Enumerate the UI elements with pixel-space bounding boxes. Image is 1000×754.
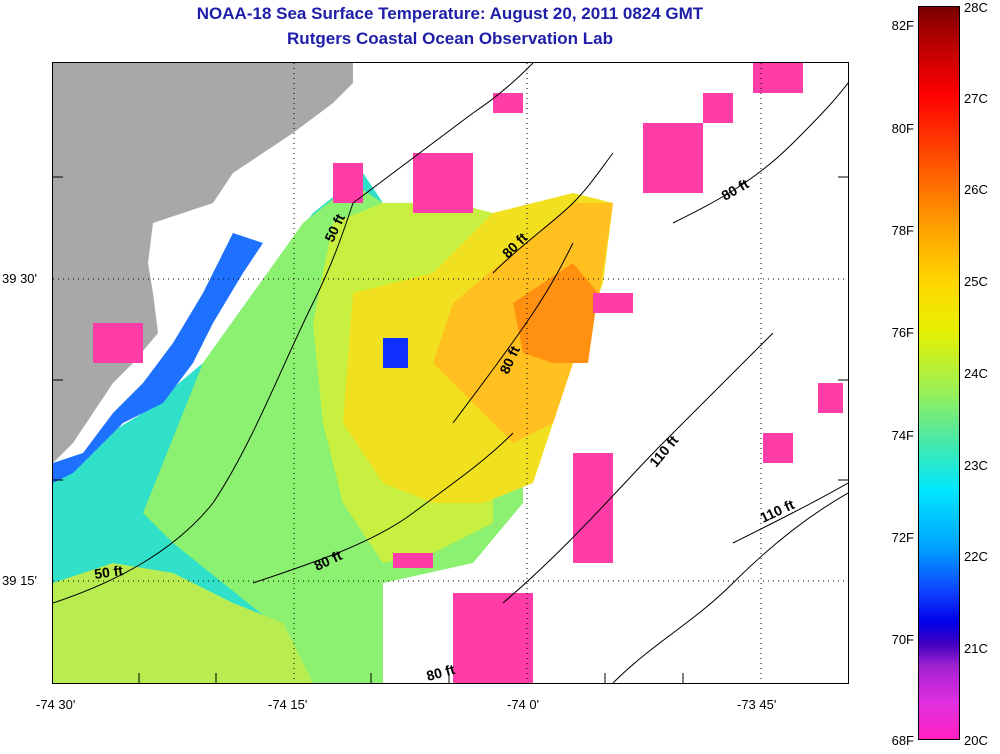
contour-label: 50 ft [93,562,124,582]
sst-region-coastal-blue [53,233,263,483]
contour-110ft-east [732,482,848,544]
contour-80ft-east [672,82,848,224]
colorbar-fahrenheit-label: 70F [891,632,914,647]
longitude-label: -74 15' [268,697,308,712]
sst-region-sw-yellowgreen [53,563,313,683]
cloud-block [643,123,703,193]
latitude-label: 39 30' [2,271,38,286]
colorbar-celsius-label: 26C [964,182,988,197]
cloud-block [453,593,533,683]
colorbar-celsius-label: 25C [964,274,988,289]
contour-80ft-mid [492,152,614,274]
cloud-block [593,293,633,313]
contour-offshore [612,492,848,683]
edge-ticks [53,176,848,683]
temperature-colorbar [918,6,960,740]
contour-110ft-mid [502,332,774,604]
cloud-block [413,153,473,213]
longitude-label: -73 45' [737,697,777,712]
sst-map-canvas: 50 ft 80 ft 80 ft 80 ft 110 ft 110 ft 50… [53,63,848,683]
colorbar-celsius-label: 23C [964,458,988,473]
map-subtitle: Rutgers Coastal Ocean Observation Lab [287,29,613,48]
colorbar-fahrenheit-label: 82F [891,18,914,33]
longitude-label: -74 0' [507,697,540,712]
cloud-block [333,163,363,203]
colorbar-celsius-label: 27C [964,91,988,106]
colorbar-fahrenheit-label: 74F [891,428,914,443]
cloud-block [818,383,843,413]
cloud-block [573,453,613,563]
cloud-block [393,553,433,568]
colorbar-celsius-label: 24C [964,366,988,381]
contour-80ft-central [452,242,574,424]
colorbar-fahrenheit-label: 78F [891,223,914,238]
sst-region-darkorange [513,263,598,363]
contour-80ft-south [252,432,514,584]
bathymetry-contours [53,63,848,683]
contour-label: 80 ft [425,661,457,683]
colorbar-celsius-label: 22C [964,549,988,564]
contour-label: 110 ft [646,432,681,470]
colorbar-celsius-label: 21C [964,641,988,656]
contour-50ft [53,202,354,604]
colorbar-fahrenheit-label: 72F [891,530,914,545]
sst-map: 50 ft 80 ft 80 ft 80 ft 110 ft 110 ft 50… [52,62,849,684]
colorbar-fahrenheit-label: 76F [891,325,914,340]
contour-80ft-north [352,63,534,204]
latitude-label: 39 15' [2,573,38,588]
cloud-block [93,323,143,363]
contour-label: 110 ft [758,496,798,526]
contour-label: 80 ft [719,175,752,203]
colorbar-celsius-label: 20C [964,733,988,748]
cold-spot [383,338,408,368]
cloud-block [763,433,793,463]
colorbar-fahrenheit-label: 68F [891,733,914,748]
longitude-label: -74 30' [36,697,76,712]
colorbar-fahrenheit-label: 80F [891,121,914,136]
graticule [53,63,848,683]
map-title: NOAA-18 Sea Surface Temperature: August … [196,4,704,23]
cloud-block [493,93,523,113]
colorbar-celsius-label: 28C [964,0,988,15]
cloud-block [703,93,733,123]
